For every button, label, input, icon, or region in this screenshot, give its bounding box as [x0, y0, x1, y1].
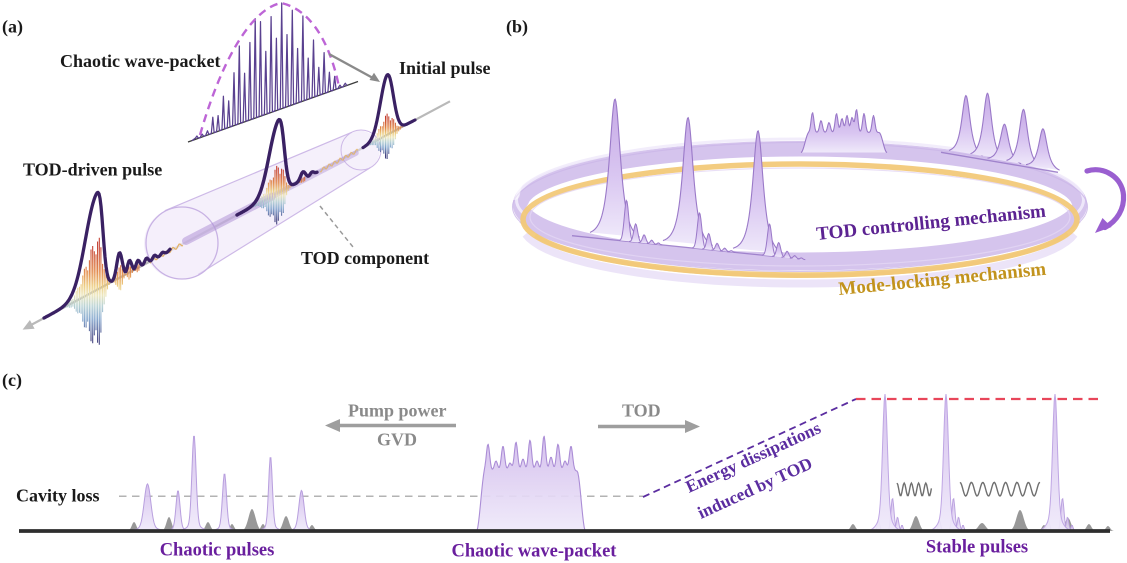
svg-text:TOD: TOD: [622, 401, 661, 421]
svg-text:Initial pulse: Initial pulse: [399, 58, 491, 78]
svg-text:TOD component: TOD component: [301, 248, 429, 268]
svg-text:Cavity loss: Cavity loss: [16, 486, 100, 506]
svg-text:Chaotic wave-packet: Chaotic wave-packet: [452, 542, 618, 562]
svg-text:GVD: GVD: [377, 430, 417, 450]
svg-text:Chaotic pulses: Chaotic pulses: [160, 541, 275, 561]
svg-text:(c): (c): [2, 370, 22, 391]
svg-text:TOD-driven pulse: TOD-driven pulse: [23, 160, 162, 180]
svg-text:Pump power: Pump power: [348, 401, 447, 421]
svg-text:(a): (a): [2, 17, 23, 38]
svg-text:Chaotic wave-packet: Chaotic wave-packet: [60, 51, 220, 71]
svg-text:Stable pulses: Stable pulses: [926, 538, 1028, 558]
svg-text:(b): (b): [506, 17, 528, 38]
